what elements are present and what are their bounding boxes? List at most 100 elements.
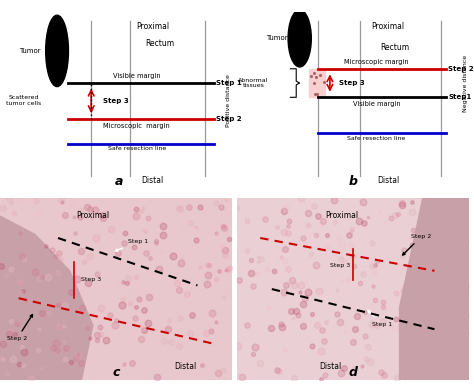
Point: [224, 266, 231, 272]
Point: [273, 223, 281, 230]
Text: Positive distance: Positive distance: [227, 74, 231, 127]
Point: [78, 248, 85, 254]
Point: [83, 204, 91, 210]
Point: [377, 369, 385, 376]
Point: [73, 276, 81, 282]
Point: [442, 312, 450, 318]
Point: [124, 275, 132, 281]
Text: c: c: [112, 366, 120, 379]
Point: [427, 269, 434, 275]
Point: [220, 375, 228, 381]
Point: [133, 289, 141, 296]
Point: [275, 368, 283, 374]
Point: [3, 370, 11, 376]
Point: [350, 339, 357, 345]
Point: [197, 204, 204, 210]
Point: [107, 225, 114, 232]
Point: [17, 279, 24, 286]
Point: [392, 212, 399, 218]
Point: [164, 326, 172, 332]
Point: [154, 374, 161, 380]
Point: [86, 253, 93, 259]
Point: [368, 262, 375, 268]
Point: [113, 221, 121, 227]
Point: [84, 280, 91, 286]
Point: [198, 362, 205, 368]
Point: [278, 254, 285, 260]
Point: [348, 226, 356, 232]
Point: [399, 253, 406, 259]
Point: [226, 236, 233, 242]
Text: Distal: Distal: [319, 362, 341, 371]
Point: [312, 232, 320, 238]
Point: [254, 254, 262, 260]
Point: [304, 289, 311, 295]
Point: [49, 345, 57, 352]
Point: [392, 289, 400, 296]
Point: [222, 222, 229, 229]
Point: [98, 212, 105, 218]
Point: [61, 211, 69, 218]
Point: [20, 362, 27, 368]
Point: [408, 242, 416, 248]
Point: [410, 333, 418, 339]
Point: [433, 358, 440, 364]
Point: [283, 205, 290, 211]
Point: [413, 242, 420, 248]
Text: Step 1: Step 1: [216, 80, 242, 86]
Point: [176, 315, 184, 321]
Point: [319, 218, 327, 224]
Point: [55, 323, 63, 329]
Point: [333, 312, 341, 318]
Point: [0, 263, 5, 269]
Point: [318, 327, 326, 333]
Point: [56, 256, 64, 263]
Point: [365, 343, 372, 350]
Point: [97, 331, 105, 337]
Point: [388, 215, 395, 222]
Point: [112, 317, 119, 323]
Point: [419, 229, 427, 235]
Point: [456, 217, 464, 223]
Text: Proximal: Proximal: [325, 211, 358, 220]
Point: [401, 284, 408, 290]
Point: [253, 271, 261, 277]
Point: [453, 264, 460, 270]
Point: [278, 324, 286, 330]
Point: [119, 296, 127, 302]
Point: [71, 229, 79, 236]
Point: [88, 215, 96, 221]
Point: [330, 197, 337, 203]
Point: [310, 203, 318, 210]
Point: [215, 268, 223, 274]
Point: [81, 285, 88, 291]
Point: [359, 271, 367, 277]
Point: [392, 316, 400, 322]
Point: [264, 265, 271, 272]
Point: [52, 340, 60, 346]
Text: Rectum: Rectum: [380, 43, 410, 52]
Point: [142, 250, 150, 256]
Point: [106, 312, 114, 319]
Point: [247, 256, 255, 263]
Text: Microscopic margin: Microscopic margin: [344, 59, 409, 65]
Text: Visible margin: Visible margin: [113, 73, 161, 79]
Text: Tumor: Tumor: [19, 48, 41, 54]
Text: Abnormal
tissues: Abnormal tissues: [238, 78, 269, 88]
Point: [207, 327, 214, 334]
Point: [101, 211, 109, 217]
Point: [417, 333, 425, 339]
Point: [296, 289, 304, 295]
Point: [212, 275, 219, 282]
Point: [118, 302, 126, 308]
Point: [222, 197, 230, 203]
Point: [209, 310, 216, 316]
Point: [59, 297, 67, 303]
Point: [114, 250, 122, 256]
Point: [401, 374, 409, 380]
Point: [36, 275, 43, 282]
Point: [186, 220, 194, 226]
Point: [58, 199, 66, 205]
Point: [340, 364, 347, 371]
Point: [202, 329, 210, 336]
